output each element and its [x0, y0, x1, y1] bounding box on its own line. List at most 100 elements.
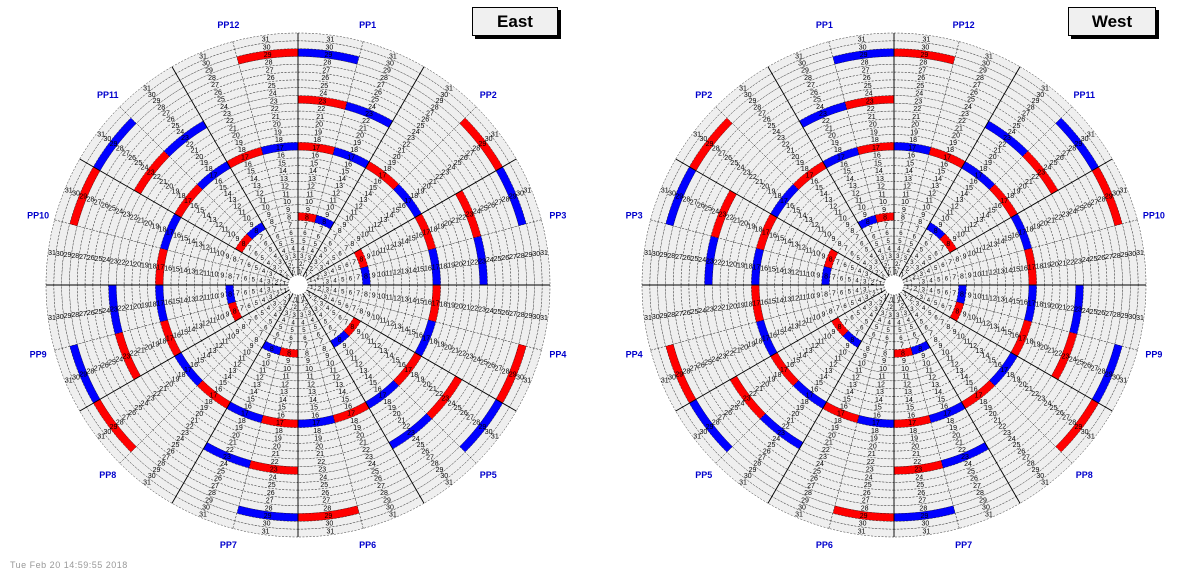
padrow-number: 23	[407, 135, 415, 142]
padrow-number: 29	[860, 52, 868, 59]
padrow-number: 22	[186, 141, 194, 148]
padrow-number: 30	[652, 314, 660, 321]
padrow-number: 27	[675, 311, 683, 318]
padrow-number: 18	[159, 339, 167, 346]
padrow-number: 11	[902, 191, 909, 198]
padrow-number: 22	[998, 141, 1006, 148]
padrow-number: 26	[863, 75, 871, 82]
pp-label: PP10	[1143, 210, 1165, 220]
padrow-number: 19	[314, 129, 322, 136]
padrow-number: 20	[729, 261, 737, 268]
padrow-number: 7	[248, 319, 252, 326]
padrow-number: 21	[126, 305, 134, 312]
padrow-number: 27	[377, 483, 385, 490]
padrow-number: 8	[270, 346, 274, 353]
padrow-number: 16	[311, 412, 319, 419]
padrow-number: 9	[963, 312, 967, 319]
padrow-number: 13	[876, 176, 884, 183]
padrow-number: 23	[318, 98, 326, 105]
padrow-number: 10	[922, 360, 930, 367]
padrow-number: 14	[279, 168, 287, 175]
padrow-number: 25	[813, 468, 821, 475]
padrow-number: 26	[683, 255, 691, 262]
padrow-number: 8	[838, 324, 842, 331]
padrow-number: 20	[144, 220, 152, 227]
padrow-number: 24	[486, 308, 494, 315]
padrow-number: 23	[223, 111, 231, 118]
padrow-number: 20	[1051, 261, 1059, 268]
padrow-number: 20	[869, 443, 877, 450]
padrow-number: 17	[837, 154, 845, 161]
padrow-number: 23	[1074, 307, 1082, 314]
padrow-number: 21	[733, 217, 741, 224]
padrow-number: 17	[432, 301, 440, 308]
padrow-number: 28	[804, 490, 812, 497]
padrow-number: 19	[141, 303, 149, 310]
padrow-number: 31	[65, 188, 73, 195]
padrow-number: 28	[1113, 312, 1121, 319]
padrow-number: 22	[1066, 306, 1074, 313]
padrow-number: 9	[846, 222, 850, 229]
padrow-number: 12	[195, 269, 203, 276]
padrow-number: 15	[247, 169, 255, 176]
padrow-number: 21	[733, 348, 741, 355]
padrow-number: 7	[948, 259, 952, 266]
padrow-number: 7	[869, 339, 873, 346]
padrow-number: 16	[907, 153, 915, 160]
padrow-number: 13	[876, 389, 884, 396]
padrow-number: 7	[240, 259, 244, 266]
padrow-number: 15	[416, 266, 424, 273]
padrow-number: 13	[195, 241, 203, 248]
padrow-number: 31	[262, 37, 270, 44]
padrow-number: 9	[882, 207, 886, 214]
padrow-number: 14	[250, 176, 258, 183]
padrow-number: 26	[970, 476, 978, 483]
padrow-number: 30	[72, 374, 80, 381]
padrow-number: 26	[683, 310, 691, 317]
padrow-number: 31	[199, 53, 207, 60]
padrow-number: 12	[307, 184, 315, 191]
pp-label: PP5	[480, 470, 497, 480]
padrow-number: 12	[829, 203, 837, 210]
padrow-number: 26	[101, 363, 109, 370]
padrow-number: 10	[326, 360, 334, 367]
padrow-number: 19	[447, 262, 455, 269]
pp-label: PP11	[1073, 90, 1095, 100]
padrow-number: 23	[819, 454, 827, 461]
padrow-number: 13	[904, 176, 912, 183]
pp-label: PP8	[1076, 470, 1093, 480]
padrow-number: 13	[997, 268, 1005, 275]
padrow-number: 14	[187, 238, 195, 245]
padrow-number: 21	[868, 451, 876, 458]
padrow-number: 29	[64, 252, 72, 259]
padrow-number: 8	[901, 215, 905, 222]
padrow-number: 18	[159, 226, 167, 233]
padrow-number: 24	[319, 91, 327, 98]
padrow-number: 31	[693, 434, 701, 441]
padrow-number: 25	[704, 205, 712, 212]
padrow-number: 23	[1003, 135, 1011, 142]
padrow-number: 10	[922, 205, 930, 212]
padrow-number: 24	[269, 474, 277, 481]
padrow-number: 15	[768, 299, 776, 306]
padrow-number: 12	[256, 190, 264, 197]
padrow-number: 20	[791, 154, 799, 161]
padrow-number: 19	[831, 425, 839, 432]
padrow-number: 30	[56, 314, 64, 321]
padrow-number: 27	[1022, 110, 1030, 117]
padrow-number: 10	[812, 250, 820, 257]
padrow-number: 8	[338, 228, 342, 235]
padrow-number: 17	[908, 420, 916, 427]
padrow-number: 10	[858, 205, 866, 212]
padrow-number: 8	[364, 291, 368, 298]
padrow-number: 18	[350, 418, 358, 425]
padrow-number: 21	[137, 348, 145, 355]
padrow-number: 20	[356, 432, 364, 439]
padrow-number: 17	[975, 172, 983, 179]
padrow-number: 8	[364, 274, 368, 281]
padrow-number: 17	[347, 154, 355, 161]
padrow-number: 22	[226, 447, 234, 454]
padrow-number: 26	[501, 310, 509, 317]
padrow-number: 24	[698, 308, 706, 315]
padrow-number: 8	[350, 324, 354, 331]
